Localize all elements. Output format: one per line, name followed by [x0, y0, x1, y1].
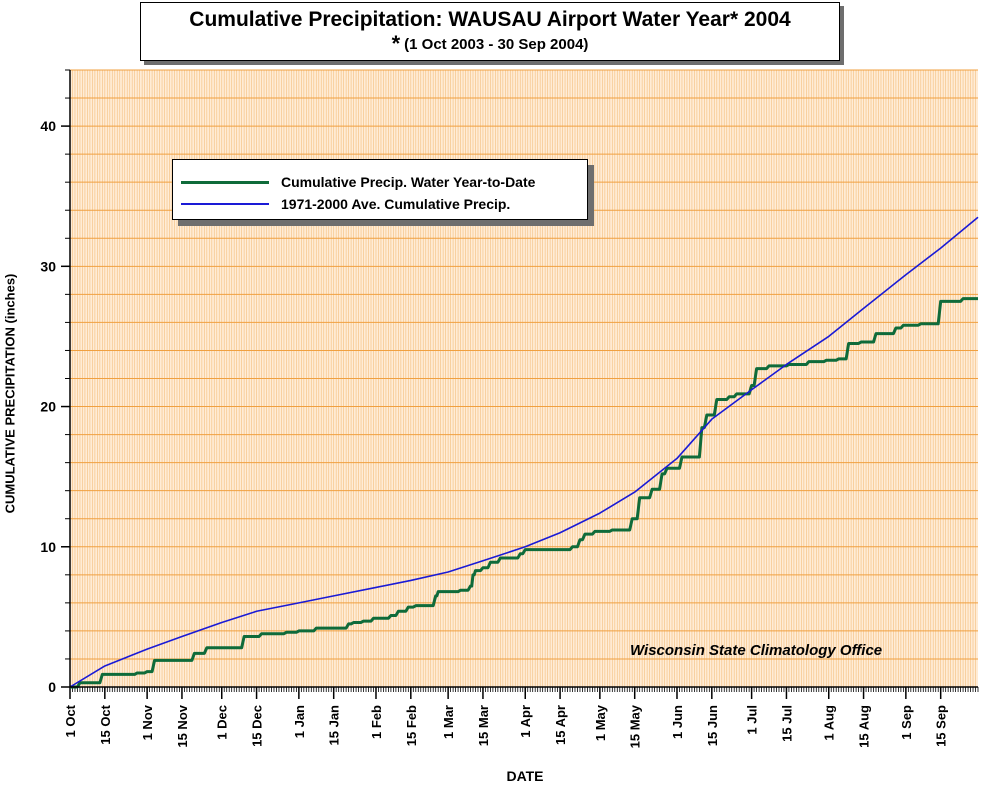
x-tick-label: 1 Nov	[140, 704, 155, 740]
legend-item-actual: Cumulative Precip. Water Year-to-Date	[181, 173, 535, 191]
credit-text: Wisconsin State Climatology Office	[630, 642, 883, 659]
legend-label-actual: Cumulative Precip. Water Year-to-Date	[281, 174, 536, 190]
chart-title-box: Cumulative Precipitation: WAUSAU Airport…	[140, 2, 840, 61]
x-tick-label: 15 Feb	[404, 705, 419, 746]
x-tick-label: 15 May	[628, 704, 643, 748]
axis-ticks	[61, 69, 979, 699]
y-tick-label: 20	[40, 399, 56, 415]
legend: Cumulative Precip. Water Year-to-Date 19…	[172, 159, 588, 220]
x-tick-label: 15 Oct	[98, 704, 113, 744]
x-tick-label: 15 Mar	[476, 705, 491, 746]
x-tick-label: 1 Aug	[822, 705, 837, 741]
y-axis-label: CUMULATIVE PRECIPITATION (inches)	[2, 273, 18, 514]
x-tick-label: 1 Apr	[518, 705, 533, 738]
y-tick-label: 40	[40, 118, 56, 134]
data-series	[69, 216, 979, 689]
x-tick-label: 1 Mar	[441, 705, 456, 739]
series-line-actual	[70, 297, 978, 689]
series-line-average	[69, 216, 979, 688]
x-tick-label: 1 Jan	[292, 705, 307, 738]
chart-title: Cumulative Precipitation: WAUSAU Airport…	[189, 8, 791, 31]
legend-swatch-average	[181, 203, 269, 205]
x-tick-label: 15 Aug	[857, 705, 872, 748]
legend-item-average: 1971-2000 Ave. Cumulative Precip.	[181, 195, 510, 213]
legend-swatch-actual	[181, 180, 269, 184]
x-tick-label: 15 Apr	[553, 705, 568, 745]
x-tick-label: 1 Feb	[369, 705, 384, 739]
x-tick-label: 1 Sep	[899, 705, 914, 740]
x-axis-label: DATE	[506, 768, 544, 784]
x-tick-label: 15 Jul	[779, 705, 794, 742]
x-tick-label: 15 Nov	[175, 704, 190, 747]
x-tick-label: 1 Jun	[670, 705, 685, 739]
y-tick-label: 30	[40, 258, 56, 274]
x-tick-label: 15 Sep	[934, 705, 949, 747]
tick-labels: 0 10 20 30 40 1 Oct 15 Oct 1 Nov 15 Nov 1 Dec 15 D…	[40, 118, 948, 748]
x-tick-label: 15 Jan	[327, 705, 342, 746]
x-tick-label: 15 Jun	[705, 705, 720, 746]
y-tick-label: 0	[48, 679, 56, 695]
x-tick-label: 1 Dec	[215, 705, 230, 740]
chart-subtitle: * (1 Oct 2003 - 30 Sep 2004)	[141, 31, 839, 56]
subtitle-asterisk: *	[391, 31, 401, 56]
x-tick-label: 15 Dec	[250, 705, 265, 747]
x-tick-label: 1 May	[593, 704, 608, 741]
y-tick-label: 10	[40, 539, 56, 555]
subtitle-text: (1 Oct 2003 - 30 Sep 2004)	[404, 36, 589, 53]
x-tick-label: 1 Jul	[745, 705, 760, 735]
x-tick-label: 1 Oct	[63, 704, 78, 737]
legend-label-average: 1971-2000 Ave. Cumulative Precip.	[281, 196, 511, 212]
